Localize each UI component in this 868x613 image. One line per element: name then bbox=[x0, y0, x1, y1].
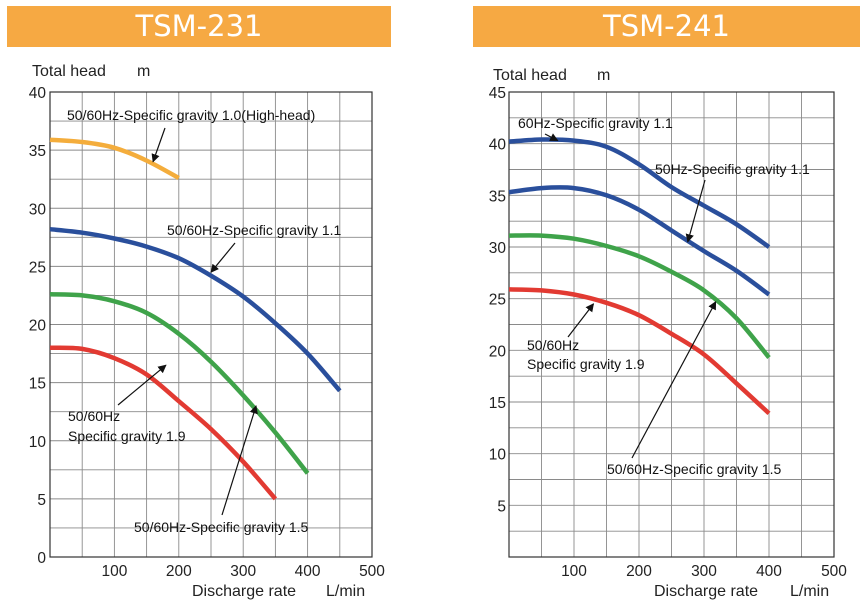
x-tick-label: 200 bbox=[626, 563, 652, 580]
y-tick-label: 45 bbox=[489, 85, 506, 102]
series-line-blue bbox=[508, 185, 771, 297]
annotation-label: 50/60Hz bbox=[527, 337, 579, 353]
x-tick-label: 300 bbox=[691, 563, 717, 580]
annotation-arrow bbox=[151, 127, 166, 163]
y-tick-label: 20 bbox=[29, 318, 47, 335]
x-tick-label: 500 bbox=[359, 563, 385, 580]
y-tick-label: 30 bbox=[29, 201, 47, 218]
y-axis-title: Total head bbox=[32, 63, 106, 80]
x-tick-label: 400 bbox=[295, 563, 321, 580]
x-tick-label: 500 bbox=[821, 563, 847, 580]
x-axis-title: Discharge rate bbox=[192, 583, 296, 600]
x-tick-label: 100 bbox=[561, 563, 587, 580]
y-tick-label: 25 bbox=[29, 259, 46, 276]
x-tick-label: 200 bbox=[166, 563, 192, 580]
chart-panel-2: 5 10 15 20 25 30 35 40 45 100 200 300 400 500 Total he… bbox=[489, 67, 848, 600]
y-tick-label: 5 bbox=[497, 498, 506, 515]
y-tick-label: 0 bbox=[37, 550, 46, 567]
y-axis-unit: m bbox=[597, 67, 610, 84]
annotation-label: 50/60Hz-Specific gravity 1.1 bbox=[167, 222, 342, 238]
annotation-label: 60Hz-Specific gravity 1.1 bbox=[518, 115, 673, 131]
x-axis-unit: L/min bbox=[326, 583, 365, 600]
annotation-arrow bbox=[117, 364, 167, 406]
annotation-label: Specific gravity 1.9 bbox=[68, 428, 186, 444]
annotation-label: 50/60Hz-Specific gravity 1.0(High-head) bbox=[67, 107, 315, 123]
y-tick-label: 40 bbox=[489, 137, 507, 154]
grid bbox=[509, 92, 834, 557]
annotation-label: Specific gravity 1.9 bbox=[527, 356, 645, 372]
tsm-231-title-banner: TSM-231 bbox=[7, 6, 391, 47]
tsm-241-title-banner: TSM-241 bbox=[473, 6, 860, 47]
y-tick-label: 40 bbox=[29, 85, 47, 102]
x-tick-label: 400 bbox=[756, 563, 782, 580]
series-line-blue bbox=[49, 226, 342, 393]
x-axis-title: Discharge rate bbox=[654, 583, 758, 600]
y-tick-label: 35 bbox=[489, 188, 506, 205]
y-tick-label: 30 bbox=[489, 240, 507, 257]
y-tick-label: 20 bbox=[489, 343, 507, 360]
y-axis-title: Total head bbox=[493, 67, 567, 84]
annotation-arrow bbox=[631, 301, 717, 459]
annotation-arrow bbox=[544, 133, 559, 142]
x-tick-label: 100 bbox=[101, 563, 127, 580]
plot-frame bbox=[49, 91, 373, 558]
y-axis-unit: m bbox=[137, 63, 150, 80]
annotation-arrow bbox=[685, 179, 706, 243]
grid bbox=[50, 92, 372, 557]
series-line-green bbox=[49, 292, 310, 475]
y-tick-label: 10 bbox=[489, 447, 507, 464]
y-tick-label: 35 bbox=[29, 143, 46, 160]
x-tick-label: 300 bbox=[230, 563, 256, 580]
annotation-label: 50/60Hz bbox=[68, 408, 120, 424]
y-tick-label: 15 bbox=[489, 395, 506, 412]
y-tick-label: 15 bbox=[29, 376, 46, 393]
annotation-arrow bbox=[210, 242, 236, 273]
y-tick-label: 25 bbox=[489, 292, 506, 309]
plot-frame bbox=[508, 91, 835, 558]
annotation-arrow bbox=[221, 405, 258, 516]
series-line-red bbox=[508, 287, 771, 416]
y-tick-label: 5 bbox=[37, 492, 46, 509]
x-axis-unit: L/min bbox=[790, 583, 829, 600]
series-line-red bbox=[49, 345, 278, 501]
annotation-label: 50Hz-Specific gravity 1.1 bbox=[655, 161, 810, 177]
y-tick-label: 10 bbox=[29, 434, 47, 451]
chart-panel-1: 0 5 10 15 20 25 30 35 40 100 200 300 400 500 Total hea… bbox=[29, 63, 386, 600]
series-line-green bbox=[508, 233, 771, 360]
annotation-arrow bbox=[567, 303, 595, 338]
series-line-orange bbox=[49, 137, 180, 180]
annotation-label: 50/60Hz-Specific gravity 1.5 bbox=[134, 519, 309, 535]
annotation-label: 50/60Hz-Specific gravity 1.5 bbox=[607, 461, 782, 477]
